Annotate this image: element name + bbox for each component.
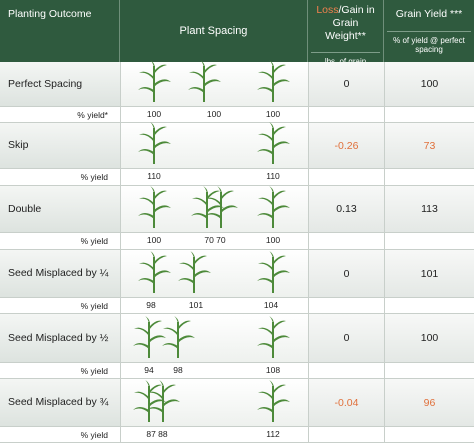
- plant-yield-value: 101: [188, 300, 204, 310]
- corn-plant-icon: [255, 380, 291, 422]
- plant-yield-value: 100: [146, 235, 162, 245]
- yield-skip: 73: [384, 123, 474, 169]
- plant-spacing-double: [120, 186, 308, 233]
- blank-cell: [384, 169, 474, 186]
- yield-numbers-double: 100 70 70 100: [120, 233, 308, 250]
- header-loss-title: Loss/Gain in Grain Weight**: [311, 4, 380, 43]
- yield-numbers-perfect: 100 100 100: [120, 107, 308, 123]
- loss-misplaced-half: 0: [308, 314, 384, 363]
- yield-label-misplaced-three-quarter: % yield: [0, 427, 120, 443]
- loss-misplaced-quarter: 0: [308, 250, 384, 298]
- blank-cell: [384, 298, 474, 314]
- plant-yield-value: 70 70: [204, 235, 226, 245]
- corn-plant-icon: [255, 251, 291, 293]
- plant-yield-value: 87 88: [146, 429, 168, 439]
- plant-yield-value: 98: [146, 300, 156, 310]
- plant-yield-value: 100: [265, 109, 281, 119]
- plant-spacing-skip: [120, 122, 308, 169]
- yield-label-misplaced-half: % yield: [0, 363, 120, 379]
- yield-label-double: % yield: [0, 233, 120, 250]
- yield-label-misplaced-quarter: % yield: [0, 298, 120, 314]
- yield-label-skip: % yield: [0, 169, 120, 186]
- header-loss-gain: Loss/Gain in Grain Weight** lbs. of grai…: [308, 0, 384, 66]
- blank-cell: [308, 233, 384, 250]
- yield-perfect: 100: [384, 62, 474, 107]
- blank-cell: [308, 298, 384, 314]
- row-label-misplaced-half: Seed Misplaced by ½: [0, 314, 120, 363]
- header-yield-title: Grain Yield ***: [395, 8, 463, 20]
- plant-yield-value: 110: [266, 171, 280, 181]
- yield-misplaced-half: 100: [384, 314, 474, 363]
- header-outcome-label: Planting Outcome: [8, 8, 92, 20]
- corn-plant-icon: [255, 316, 291, 358]
- corn-plant-icon: [255, 122, 291, 164]
- corn-plant-icon: [131, 380, 167, 422]
- header-grain-yield: Grain Yield *** % of yield @ perfect spa…: [384, 0, 474, 62]
- corn-plant-icon: [131, 316, 167, 358]
- blank-cell: [308, 169, 384, 186]
- corn-plant-icon: [255, 186, 291, 228]
- plant-spacing-perfect: [120, 60, 308, 107]
- corn-plant-icon: [176, 251, 212, 293]
- plant-yield-value: 100: [265, 235, 281, 245]
- yield-label-perfect: % yield*: [0, 107, 120, 123]
- row-label-double: Double: [0, 186, 120, 233]
- corn-plant-icon: [136, 186, 172, 228]
- blank-cell: [384, 363, 474, 379]
- yield-numbers-skip: 110 110: [120, 169, 308, 186]
- corn-plant-icon: [203, 186, 239, 228]
- corn-plant-icon: [136, 251, 172, 293]
- header-loss-unit: lbs. of grain: [311, 52, 380, 66]
- plant-yield-value: 108: [265, 365, 281, 375]
- corn-plant-icon: [255, 60, 291, 102]
- plant-yield-value: 94: [144, 365, 154, 375]
- blank-cell: [384, 427, 474, 443]
- header-loss-word: Loss: [316, 4, 339, 16]
- loss-perfect: 0: [308, 62, 384, 107]
- plant-spacing-misplaced-three-quarter: [120, 379, 308, 427]
- corn-plant-icon: [136, 122, 172, 164]
- plant-yield-value: 100: [206, 109, 222, 119]
- plant-yield-value: 104: [263, 300, 279, 310]
- blank-cell: [308, 107, 384, 123]
- header-planting-outcome: Planting Outcome: [0, 0, 120, 62]
- header-plant-spacing: Plant Spacing: [120, 0, 308, 62]
- corn-plant-icon: [145, 380, 181, 422]
- blank-cell: [308, 363, 384, 379]
- header-spacing-label: Plant Spacing: [179, 24, 248, 37]
- plant-spacing-misplaced-quarter: [120, 250, 308, 298]
- plant-spacing-misplaced-half: [120, 314, 308, 363]
- plant-yield-value: 112: [266, 429, 280, 439]
- blank-cell: [384, 107, 474, 123]
- row-label-misplaced-quarter: Seed Misplaced by ¼: [0, 250, 120, 298]
- header-yield-unit: % of yield @ perfect spacing: [387, 31, 471, 54]
- row-label-perfect-spacing: Perfect Spacing: [0, 62, 120, 107]
- loss-double: 0.13: [308, 186, 384, 233]
- blank-cell: [384, 233, 474, 250]
- loss-misplaced-three-quarter: -0.04: [308, 379, 384, 427]
- yield-numbers-misplaced-quarter: 98 101 104: [120, 298, 308, 314]
- corn-plant-icon: [186, 60, 222, 102]
- yield-numbers-misplaced-three-quarter: 87 88 112: [120, 427, 308, 443]
- plant-yield-value: 100: [146, 109, 162, 119]
- yield-double: 113: [384, 186, 474, 233]
- corn-plant-icon: [160, 316, 196, 358]
- header-gain-text: /Gain in Grain Weight**: [325, 4, 375, 42]
- yield-numbers-misplaced-half: 94 98 108: [120, 363, 308, 379]
- yield-misplaced-quarter: 101: [384, 250, 474, 298]
- corn-plant-icon: [136, 60, 172, 102]
- plant-yield-value: 98: [173, 365, 183, 375]
- plant-yield-value: 110: [147, 171, 161, 181]
- row-label-misplaced-three-quarter: Seed Misplaced by ¾: [0, 379, 120, 427]
- loss-skip: -0.26: [308, 123, 384, 169]
- row-label-skip: Skip: [0, 123, 120, 169]
- yield-misplaced-three-quarter: 96: [384, 379, 474, 427]
- corn-plant-icon: [189, 186, 225, 228]
- blank-cell: [308, 427, 384, 443]
